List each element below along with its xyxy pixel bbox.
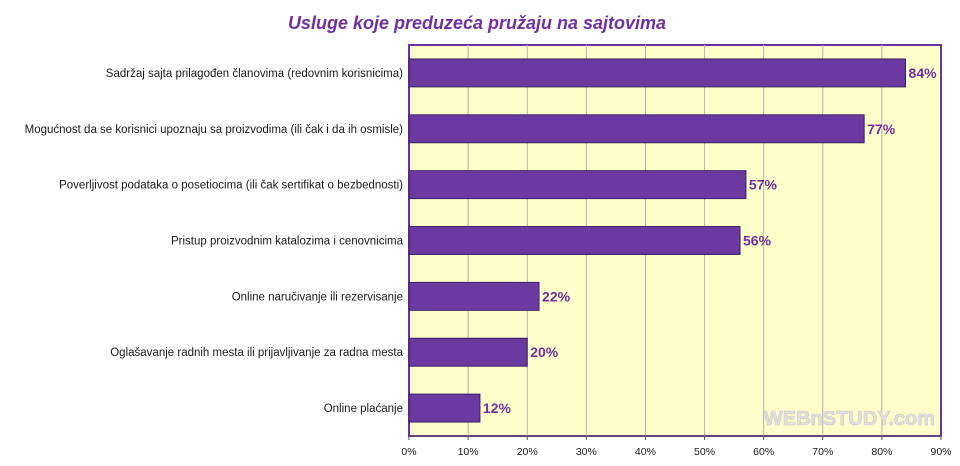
data-labels: 84% 77% 57% 56% 22% 20% 12%: [483, 65, 937, 416]
x-tick-label: 40%: [635, 446, 656, 458]
x-tick-label: 30%: [576, 446, 597, 458]
chart-title: Usluge koje preduzeća pružaju na sajtovi…: [288, 13, 666, 33]
x-tick-label: 50%: [694, 446, 715, 458]
data-label: 12%: [483, 400, 512, 416]
x-tick-label: 60%: [753, 446, 774, 458]
bar: [408, 170, 747, 200]
bar: [408, 281, 540, 311]
bar: [408, 58, 907, 88]
category-labels: Sadržaj sajta prilagođen članovima (redo…: [25, 68, 404, 415]
category-label: Poverljivost podataka o posetiocima (ili…: [59, 180, 403, 192]
data-label: 56%: [743, 233, 772, 249]
bar: [408, 393, 481, 423]
category-label: Online plaćanje: [324, 403, 403, 415]
category-label: Mogućnost da se korisnici upoznaju sa pr…: [25, 124, 404, 136]
data-label: 77%: [867, 121, 896, 137]
data-label: 84%: [909, 65, 938, 81]
x-tick-label: 80%: [871, 446, 892, 458]
x-tick-label: 70%: [812, 446, 833, 458]
category-label: Pristup proizvodnim katalozima i cenovni…: [171, 236, 404, 248]
watermark: WEBnSTUDY.com: [764, 408, 935, 430]
data-label: 22%: [542, 288, 571, 304]
x-tick-label: 20%: [517, 446, 538, 458]
x-tick-label: 90%: [930, 446, 951, 458]
x-tick-label: 10%: [458, 446, 479, 458]
bars: [408, 58, 907, 423]
bar: [408, 226, 741, 255]
data-label: 20%: [530, 344, 559, 360]
data-label: 57%: [749, 177, 778, 193]
x-axis-ticks: 0% 10% 20% 30% 40% 50% 60% 70% 80% 90%: [401, 435, 952, 458]
bar: [408, 337, 528, 367]
category-label: Oglašavanje radnih mesta ili prijavljiva…: [110, 347, 403, 359]
bar: [408, 114, 865, 144]
category-label: Online naručivanje ili rezervisanje: [232, 291, 403, 303]
x-tick-label: 0%: [401, 446, 416, 458]
category-label: Sadržaj sajta prilagođen članovima (redo…: [106, 68, 403, 80]
